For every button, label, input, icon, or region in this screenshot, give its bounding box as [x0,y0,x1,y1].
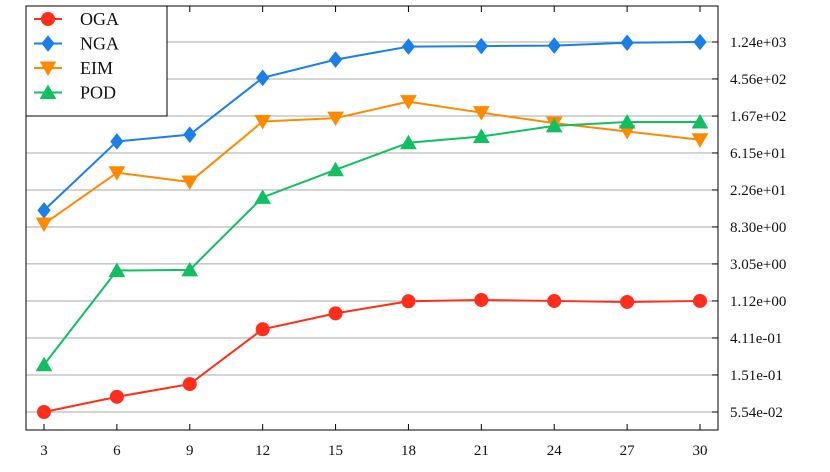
legend-label: OGA [80,9,119,29]
plot-frame [25,5,719,431]
x-tick-label: 3 [40,443,48,459]
data-point-oga [693,293,707,308]
y-tick-label: 1.67e+02 [730,109,786,125]
frame-layer [25,5,719,431]
legend-marker [41,12,55,26]
y-tick-label: 1.12e+00 [730,294,786,310]
x-tick-label: 6 [113,443,121,459]
data-point-oga [182,377,197,392]
data-point-nga [183,126,197,143]
legend-marker [39,61,57,77]
data-point-eim [472,106,490,121]
data-point-pod [691,114,709,129]
x-tick-label: 24 [547,443,563,459]
legend-label: POD [80,83,116,103]
series-pod [35,114,709,372]
series-layer [35,33,709,419]
data-point-eim [400,95,417,110]
data-point-oga [109,389,124,404]
data-point-pod [108,262,126,278]
data-point-oga [401,294,416,309]
data-point-eim [254,115,272,130]
series-line-nga [43,41,701,212]
legend-item-pod: POD [34,83,116,103]
series-line-pod [43,121,700,366]
data-point-nga [693,33,707,51]
x-tick-label: 21 [474,443,489,459]
series-nga [37,33,707,219]
x-tick-label: 27 [620,443,636,459]
data-point-oga [37,405,51,419]
x-tick-label: 15 [328,443,343,459]
series-oga [37,292,707,419]
data-point-pod [327,161,344,177]
data-point-nga [328,51,343,68]
data-point-oga [255,322,270,337]
series-line-eim [43,100,701,225]
data-point-eim [35,217,53,232]
y-tick-label: 4.56e+02 [730,72,786,88]
x-tick-label: 9 [186,443,194,459]
data-point-pod [618,114,636,129]
legend: OGA NGA EIM POD [25,5,168,117]
legend-marker [41,35,55,52]
data-point-eim [181,175,199,191]
legend-item-nga: NGA [34,34,119,54]
series-eim [35,95,709,232]
x-tick-label: 30 [693,443,708,459]
tick-layer: 5.54e-02 1.51e-01 4.11e-01 1.12e+00 3.05e+00… [40,6,786,459]
y-tick-label: 4.11e-01 [730,331,782,347]
data-point-eim [327,111,344,127]
y-tick-label: 2.26e+01 [730,183,786,199]
data-point-oga [328,306,343,321]
legend-marker [39,84,57,99]
data-point-nga [474,37,488,55]
y-tick-label: 1.51e-01 [730,368,783,384]
y-tick-label: 3.05e+00 [730,257,786,273]
data-point-eim [691,133,709,148]
data-point-oga [620,294,635,309]
data-point-pod [35,356,53,372]
data-point-pod [181,261,199,277]
y-tick-label: 5.54e-02 [730,405,783,421]
data-point-nga [401,38,416,55]
x-tick-label: 12 [255,443,270,459]
data-point-eim [108,166,126,181]
x-tick-label: 18 [401,443,416,459]
legend-item-eim: EIM [34,58,113,78]
data-point-oga [547,293,562,308]
data-point-pod [254,189,272,204]
data-point-pod [545,117,563,133]
data-point-pod [400,134,417,150]
legend-label: NGA [80,34,119,54]
data-point-oga [474,292,489,307]
data-point-nga [110,133,124,150]
data-point-nga [547,37,561,54]
y-tick-label: 6.15e+01 [730,146,786,162]
legend-label: EIM [80,58,113,78]
data-point-pod [472,128,490,144]
data-point-nga [620,34,634,52]
legend-item-oga: OGA [34,9,119,29]
series-line-oga [43,298,701,413]
data-point-nga [256,69,270,87]
y-tick-label: 8.30e+00 [730,220,786,236]
y-tick-label: 1.24e+03 [730,35,786,51]
